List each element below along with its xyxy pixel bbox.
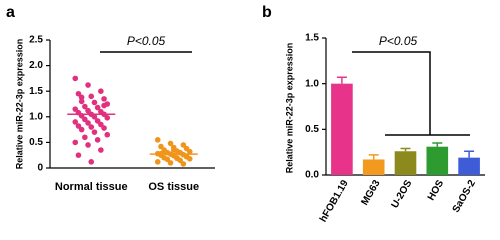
dot [82, 116, 88, 123]
dot [85, 107, 91, 114]
dot [75, 123, 82, 129]
annotation: P<0.05 [127, 34, 166, 48]
error-bar [432, 142, 443, 147]
x-tick-label: U-2OS [390, 178, 415, 210]
dot [154, 159, 161, 165]
error-bar [368, 154, 379, 160]
dot [158, 143, 164, 150]
dot [75, 90, 82, 97]
dot [101, 102, 107, 109]
y-axis-label: Relative miR-22-3p expression [14, 39, 24, 170]
dot [82, 103, 88, 110]
error-bar [464, 150, 475, 158]
dot [85, 82, 91, 88]
figure: a b Relative miR-22-3p expression Relati… [6, 4, 485, 224]
y-tick-label: 2.0 [29, 60, 43, 71]
x-tick-label: hFOB1.19 [318, 178, 351, 224]
x-tick-label: MG63 [359, 178, 382, 207]
dot [72, 106, 79, 112]
dot [78, 94, 85, 101]
y-tick-label: 1.5 [305, 33, 319, 44]
y-tick-label: 0.5 [305, 124, 319, 135]
panel-label: b [262, 4, 272, 21]
dot [91, 114, 98, 120]
annotation: P<0.05 [379, 34, 418, 48]
dot [91, 99, 98, 106]
panel-label: a [6, 4, 15, 21]
dot [101, 125, 107, 131]
dot [91, 129, 98, 135]
dot [98, 88, 104, 94]
dot [78, 98, 85, 105]
bar [426, 146, 449, 175]
dot [98, 121, 104, 128]
x-tick-label: OS tissue [148, 181, 199, 193]
dot [94, 137, 101, 143]
bar [362, 159, 385, 175]
dot [85, 120, 91, 126]
x-tick-label: HOS [426, 178, 447, 203]
x-tick-label: SaOS-2 [451, 178, 479, 215]
dot [82, 134, 88, 141]
dot [180, 161, 187, 167]
y-tick-label: 2.5 [29, 35, 43, 46]
y-tick-label: 0 [37, 163, 43, 174]
dot [88, 159, 95, 165]
dot [174, 155, 180, 162]
dot [154, 137, 161, 143]
bar [458, 157, 480, 175]
bar [394, 151, 417, 175]
x-tick-label: Normal tissue [55, 181, 128, 193]
y-tick-label: 1.0 [305, 78, 319, 89]
y-tick-label: 1.5 [29, 86, 43, 97]
dot [104, 115, 111, 121]
dot [101, 96, 107, 102]
y-tick-label: 1.0 [29, 111, 43, 122]
dot [180, 142, 187, 148]
dot [167, 140, 174, 147]
dot [94, 104, 101, 111]
dot [164, 156, 171, 163]
y-tick-label: 0.0 [305, 170, 319, 181]
dot [94, 118, 101, 124]
dot [72, 139, 79, 146]
dot [72, 75, 79, 82]
dot [88, 124, 95, 130]
dot [72, 119, 79, 125]
dot [88, 93, 95, 100]
error-bar [336, 76, 347, 84]
bar [331, 83, 353, 175]
dot [85, 142, 91, 148]
y-tick-label: 0.5 [29, 137, 43, 148]
bracket [352, 51, 470, 136]
dot [104, 131, 111, 138]
dot [186, 148, 193, 155]
error-bar [400, 147, 411, 152]
dot [167, 160, 174, 166]
dot [170, 147, 177, 153]
dot [98, 147, 104, 153]
dot [75, 152, 82, 158]
dot [78, 126, 85, 133]
y-axis-label: Relative miR-22-3p expression [284, 43, 294, 174]
